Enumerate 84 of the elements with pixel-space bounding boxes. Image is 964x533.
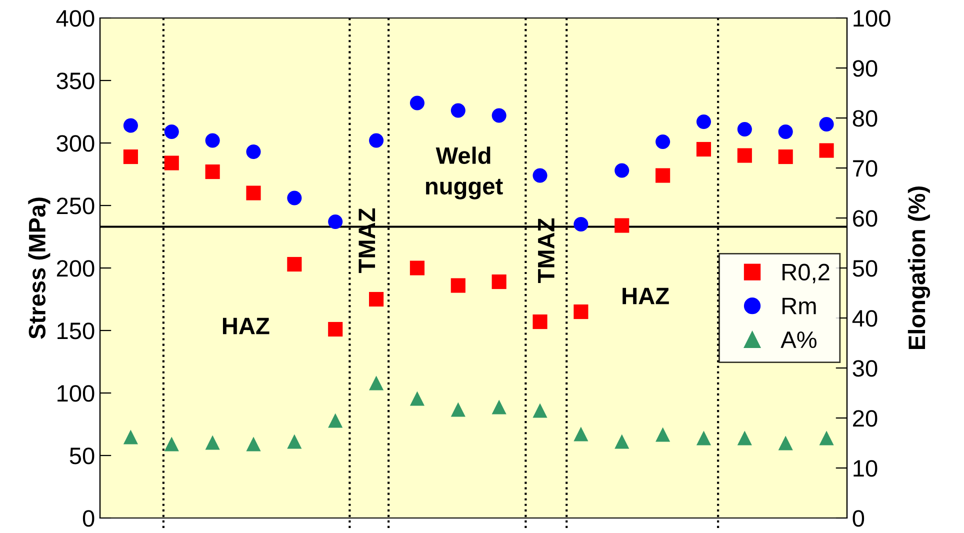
annotation: Weld nugget [426,146,503,200]
point [369,292,384,307]
point [450,103,466,118]
y-tick-label: 350 [56,72,94,90]
point [410,96,425,110]
y2-tick-label: 40 [852,310,878,327]
point [737,430,752,446]
y2-tick-label: 60 [853,210,878,227]
point [205,164,220,180]
point [205,133,220,148]
point [696,114,712,130]
point [574,216,588,232]
point [123,149,138,164]
point [614,434,630,449]
point [123,118,138,133]
point [737,148,752,163]
point [450,402,466,417]
y-tick-label: 250 [56,198,94,214]
point [492,400,506,414]
point [574,426,588,442]
point [819,143,834,158]
y-tick-label: 100 [58,385,94,402]
point [123,430,138,444]
point [574,304,588,320]
point [778,124,793,140]
point [164,156,179,170]
point [287,256,302,272]
point [532,314,548,330]
y2-tick-label: 50 [852,260,878,277]
point [410,391,425,406]
point [492,274,506,290]
y-tick-label: 0 [82,510,94,527]
y-tick-label: 300 [56,135,94,152]
y2-tick-label: 70 [853,160,878,177]
y2-tick-label: 80 [852,110,878,127]
annotation: TMAZ [538,218,554,284]
point [287,434,302,449]
point [410,260,425,276]
point [656,134,670,150]
point [164,124,179,140]
point [164,436,179,452]
y2-tick-label: 0 [852,510,864,527]
point [778,436,793,450]
y-tick-label: 50 [70,448,94,464]
point [450,278,466,293]
point [328,322,343,337]
point [656,168,670,183]
point [656,427,670,442]
point [246,144,261,160]
point [287,190,302,206]
y-tick-label: 200 [56,260,94,277]
point [614,218,630,233]
y2-tick-label: 100 [854,10,890,27]
point [737,122,752,137]
y-tick-label: 400 [56,10,94,27]
point [328,214,343,230]
annotation: TMAZ [358,208,376,274]
point [819,116,834,132]
point [532,403,548,418]
point [246,436,261,452]
point [696,430,712,446]
point [205,435,220,450]
y2-tick-label: 90 [852,60,878,77]
point [532,168,548,183]
point [614,163,630,178]
y2-tick-label: 10 [854,460,878,477]
annotation: HAZ [622,288,669,304]
y2-tick-label: 20 [853,410,878,427]
point [819,430,834,446]
point [246,186,261,200]
point [369,376,384,390]
point [778,149,793,164]
y-axis-title: Stress (MPa) [28,198,50,339]
legend-label: A% [780,332,817,348]
point [696,142,712,157]
y2-tick-label: 30 [852,360,878,377]
legend-label: Rm [782,298,816,314]
annotation: HAZ [222,318,270,334]
y2-axis-title: Elongation (%) [908,186,930,350]
point [328,413,343,428]
point [369,133,384,148]
point [492,108,506,123]
y-tick-label: 150 [58,322,94,340]
legend-label: R0,2 [782,264,830,284]
